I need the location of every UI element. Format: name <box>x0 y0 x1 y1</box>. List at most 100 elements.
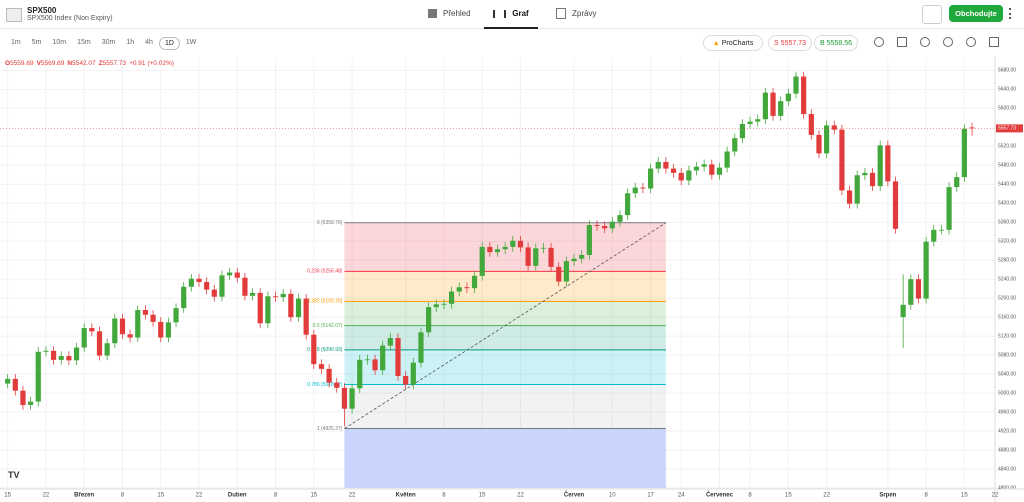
x-tick-label: Červenec <box>706 492 734 499</box>
x-tick-label: 24 <box>678 493 685 499</box>
timeframe[interactable]: 10m <box>52 39 67 46</box>
candle-body <box>58 356 64 360</box>
ohlc-label: V <box>36 60 41 67</box>
x-tick-label: 22 <box>992 493 999 499</box>
x-tick-label: 8 <box>442 493 446 499</box>
timeframe[interactable]: 15m <box>77 39 91 46</box>
ohlc-label: Z <box>98 60 103 67</box>
timeframe[interactable]: 1D <box>158 37 180 50</box>
candle-body <box>801 76 807 115</box>
buy-price: 5558.56 <box>826 39 852 47</box>
candle-body <box>73 347 80 361</box>
icon[interactable] <box>874 37 884 47</box>
candle-body <box>380 345 386 371</box>
timeframe[interactable]: 1h <box>126 39 135 46</box>
candle-body <box>219 275 225 297</box>
candle-body <box>127 334 133 338</box>
y-tick-label: 5360.00 <box>998 220 1016 226</box>
chart: 0 (5358.76) 0.236 (5256.48) 0.382 (5193.20… <box>0 56 1024 502</box>
timeframe[interactable]: 4h <box>145 39 153 46</box>
icon[interactable] <box>989 37 999 47</box>
timeframe[interactable]: 1W <box>185 39 197 46</box>
candle-body <box>364 359 370 361</box>
timeframe[interactable]: 5m <box>31 39 42 46</box>
sell-button[interactable]: S 5557.73 <box>768 35 812 51</box>
candle-body <box>5 378 11 384</box>
tab[interactable]: Zprávy <box>556 0 596 27</box>
candle-body <box>158 321 164 338</box>
x-tick-label: 10 <box>609 493 616 499</box>
x-tick-label: 8 <box>121 493 125 499</box>
y-tick-label: 4960.00 <box>998 409 1016 415</box>
candle-body <box>755 119 761 122</box>
y-tick-label: 5080.00 <box>998 352 1016 358</box>
candle-body <box>150 314 156 322</box>
y-tick-label: 5440.00 <box>998 182 1016 188</box>
candle-body <box>655 161 661 169</box>
candle-body <box>234 272 240 278</box>
procharts-label: ProCharts <box>721 39 754 47</box>
y-tick-label: 5520.00 <box>998 144 1016 150</box>
y-tick-label: 5280.00 <box>998 258 1016 264</box>
candle-body <box>403 375 409 385</box>
y-tick-label: 5320.00 <box>998 239 1016 245</box>
tab[interactable]: Přehled <box>428 0 471 27</box>
watchlist-button[interactable] <box>922 5 942 24</box>
candle-body <box>502 246 508 250</box>
icon[interactable] <box>920 37 930 47</box>
tool-icons <box>874 37 999 47</box>
candle-body <box>632 187 638 194</box>
candle-body <box>732 138 738 152</box>
y-tick-label: 5000.00 <box>998 390 1016 396</box>
ohlc-label: O <box>5 60 11 67</box>
candle-body <box>686 170 692 181</box>
buy-button[interactable]: B 5558.56 <box>814 35 858 51</box>
trade-button[interactable]: Obchodujte <box>949 5 1003 22</box>
candle-body <box>311 334 317 365</box>
candle-body <box>395 338 401 376</box>
y-tick-label: 5400.00 <box>998 201 1016 207</box>
candle-body <box>89 328 95 332</box>
candle-body <box>579 254 585 259</box>
candle-body <box>50 350 57 360</box>
fib-label: 0.618 (5090.93) <box>307 347 343 353</box>
fib-label: 1 (4925.37) <box>317 426 343 432</box>
candle-body <box>602 226 608 229</box>
candle-body <box>931 229 937 242</box>
candle-body <box>854 175 860 204</box>
tab-active[interactable]: Graf <box>484 0 538 29</box>
icon[interactable] <box>897 37 907 47</box>
candle-body <box>303 298 309 335</box>
candle-body <box>318 364 325 369</box>
y-tick-label: 5480.00 <box>998 163 1016 169</box>
fib-label: 0.236 (5256.48) <box>307 269 343 275</box>
candle-body <box>747 121 753 124</box>
symbol-description: SPX500 Index (Non Expiry) <box>27 15 113 22</box>
candle-body <box>43 350 49 352</box>
candle-body <box>479 246 485 276</box>
x-tick-label: 22 <box>349 493 356 499</box>
candle-body <box>846 190 853 204</box>
current-price-label: 5557.73 <box>998 126 1016 132</box>
fib-label: 0.382 (5193.20) <box>307 299 343 305</box>
menu-button[interactable] <box>1009 8 1014 19</box>
ohlc-value: 5569.69 <box>40 60 65 67</box>
fib-zone <box>344 301 666 326</box>
x-tick-label: 15 <box>157 493 164 499</box>
timeframe[interactable]: 30m <box>101 39 116 46</box>
candle-body <box>387 338 393 346</box>
fib-zone <box>344 384 666 429</box>
candle-body <box>257 292 263 324</box>
icon[interactable] <box>966 37 976 47</box>
candle-body <box>785 93 791 102</box>
candle-body <box>104 343 110 356</box>
candle-body <box>135 310 141 338</box>
ohlc-label: N <box>67 60 73 67</box>
procharts-button[interactable]: ▲ ProCharts <box>703 35 763 51</box>
fib-zone <box>344 325 666 350</box>
icon[interactable] <box>943 37 953 47</box>
fib-zone <box>344 349 666 385</box>
candle-body <box>295 298 302 318</box>
timeframe[interactable]: 1m <box>11 39 21 46</box>
x-tick-label: Květen <box>396 493 416 499</box>
